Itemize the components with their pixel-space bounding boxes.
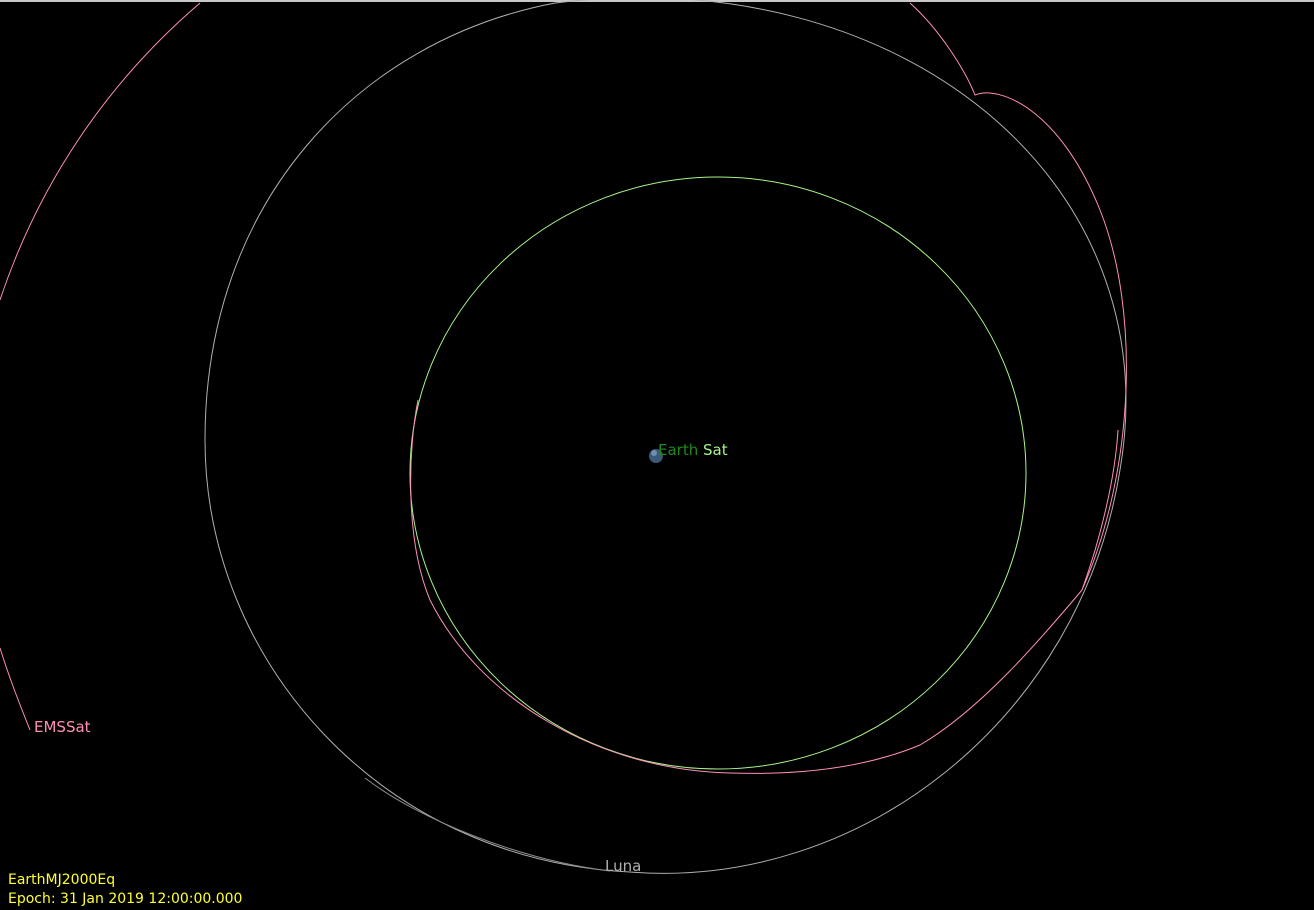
sat-orbit	[409, 176, 1027, 770]
window-top-border	[0, 0, 1314, 2]
ems-sat-label: EMSSat	[34, 718, 91, 736]
ems-sat-trajectory	[0, 2, 201, 301]
earth-label: Earth	[658, 441, 699, 459]
ems-sat-loop-connector	[1081, 429, 1119, 591]
epoch-text: Epoch: 31 Jan 2019 12:00:00.000	[8, 891, 243, 907]
coordinate-system-text: EarthMJ2000Eq	[8, 872, 116, 888]
ems-sat-transfer-arc	[410, 2, 1127, 774]
earth-highlight	[651, 450, 657, 456]
luna-orbit-trail	[364, 777, 611, 872]
luna-label: Luna	[605, 857, 642, 875]
ems-sat-trajectory-left-lower	[0, 647, 31, 731]
luna-orbit	[204, 0, 1127, 874]
sat-label: Sat	[703, 441, 728, 459]
